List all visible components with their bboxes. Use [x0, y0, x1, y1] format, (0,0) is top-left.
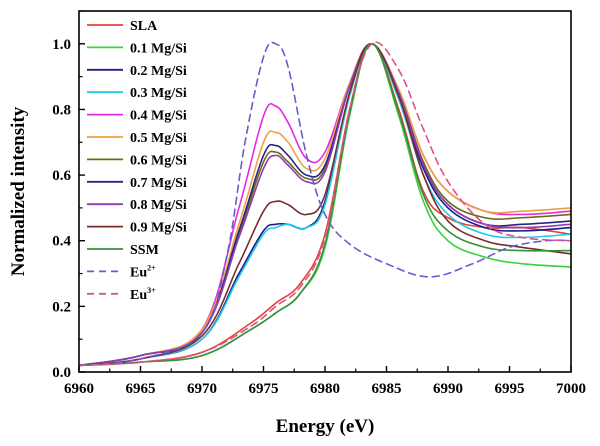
x-tick-label: 7000	[556, 381, 586, 397]
series-line-0-2-mg-si	[79, 43, 571, 367]
x-tick-label: 6980	[310, 381, 340, 397]
y-tick-label: 0.0	[52, 365, 71, 381]
x-axis-title: Energy (eV)	[276, 416, 375, 437]
legend-label: 0.4 Mg/Si	[130, 109, 187, 124]
x-tick-label: 6990	[433, 381, 463, 397]
legend-label: 0.5 Mg/Si	[130, 131, 187, 146]
x-tick-label: 6985	[372, 381, 402, 397]
legend-item: 0.8 Mg/Si	[87, 198, 187, 213]
legend-item: 0.9 Mg/Si	[87, 221, 187, 236]
series-line-0-9-mg-si	[79, 43, 571, 367]
x-tick-label: 6965	[126, 381, 156, 397]
legend-label: 0.1 Mg/Si	[130, 41, 187, 56]
legend-item: 0.3 Mg/Si	[87, 86, 187, 101]
series-line-eu-3	[79, 41, 571, 367]
x-tick-label: 6995	[495, 381, 525, 397]
legend-label: 0.8 Mg/Si	[130, 198, 187, 213]
legend-item: SSM	[87, 243, 159, 258]
y-tick-label: 0.4	[52, 234, 71, 250]
x-tick-label: 6970	[187, 381, 217, 397]
legend-label: Eu2+	[130, 263, 156, 280]
legend-label: SLA	[130, 19, 158, 34]
legend-item: 0.2 Mg/Si	[87, 64, 187, 79]
legend-item: 0.5 Mg/Si	[87, 131, 187, 146]
series-line-0-3-mg-si	[79, 43, 571, 367]
legend-item: SLA	[87, 19, 158, 34]
series-layer	[79, 41, 571, 367]
legend-item: 0.1 Mg/Si	[87, 41, 187, 56]
legend-item: 0.6 Mg/Si	[87, 153, 187, 168]
legend-label: 0.7 Mg/Si	[130, 176, 187, 191]
legend-item: 0.4 Mg/Si	[87, 109, 187, 124]
legend-label: 0.3 Mg/Si	[130, 86, 187, 101]
y-tick-label: 0.6	[52, 168, 71, 184]
legend-item: Eu3+	[87, 286, 156, 303]
legend-item: 0.7 Mg/Si	[87, 176, 187, 191]
y-tick-label: 0.2	[52, 299, 71, 315]
legend-label: SSM	[130, 243, 159, 258]
series-line-0-5-mg-si	[79, 43, 571, 367]
y-axis-title: Normalized intensity	[8, 106, 29, 276]
legend: SLA 0.1 Mg/Si 0.2 Mg/Si 0.3 Mg/Si 0.4 Mg/Si 0…	[87, 19, 187, 303]
legend-label: Eu3+	[130, 286, 156, 303]
legend-item: Eu2+	[87, 263, 156, 280]
x-tick-label: 6975	[249, 381, 279, 397]
legend-label: 0.9 Mg/Si	[130, 221, 187, 236]
ticks-layer: 6960 6965 6970 6975 6980 6985 6990 6995 7000 0.0 0…	[52, 10, 586, 397]
x-tick-label: 6960	[64, 381, 94, 397]
legend-label: 0.6 Mg/Si	[130, 153, 187, 168]
y-tick-label: 1.0	[52, 37, 71, 53]
y-tick-label: 0.8	[52, 102, 71, 118]
legend-label: 0.2 Mg/Si	[130, 64, 187, 79]
series-line-0-8-mg-si	[79, 43, 571, 367]
series-line-eu-2	[79, 41, 571, 367]
